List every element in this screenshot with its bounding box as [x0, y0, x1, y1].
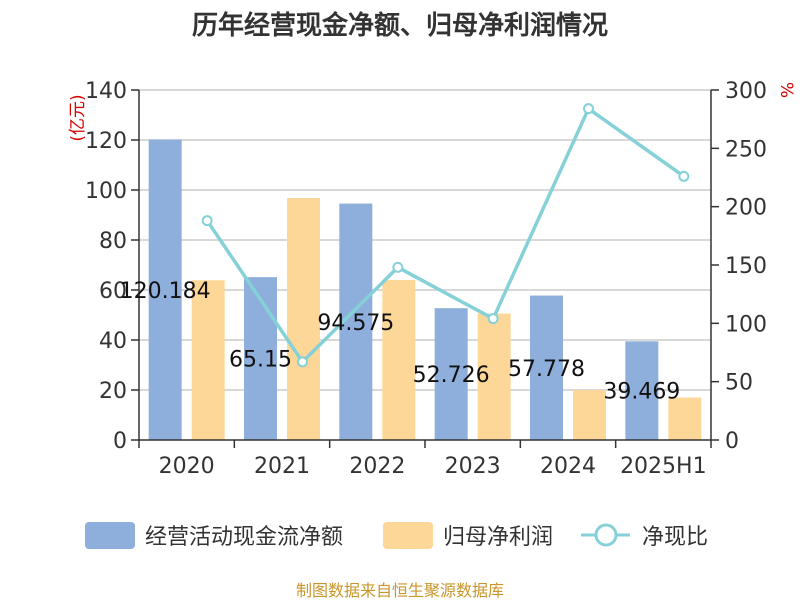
- ratio-point: [487, 313, 499, 325]
- right-tick-label: 200: [725, 196, 767, 221]
- bar-net-profit: [287, 198, 320, 440]
- legend-swatch-net-profit: [383, 522, 433, 549]
- x-tick-label: 2025H1: [620, 454, 707, 479]
- bar-cashflow: [434, 308, 468, 440]
- bar-cashflow: [148, 139, 182, 441]
- legend-swatch-cashflow: [85, 522, 135, 549]
- bars: [148, 139, 702, 441]
- gridlines: [139, 89, 711, 391]
- ratio-point: [583, 103, 594, 115]
- left-axis-unit: (亿元): [68, 94, 88, 141]
- bar-net-profit: [477, 313, 511, 440]
- bar-cashflow: [625, 341, 659, 440]
- x-tick-label: 2021: [254, 454, 310, 479]
- bar-net-profit: [191, 280, 225, 440]
- x-tick-label: 2022: [349, 454, 405, 479]
- bar-net-profit: [668, 397, 702, 440]
- right-tick-label: 50: [725, 371, 753, 396]
- x-tick-label: 2024: [540, 454, 596, 479]
- ratio-point: [392, 261, 404, 273]
- right-tick-label: 0: [725, 429, 739, 454]
- data-label-cashflow: 120.184: [120, 279, 211, 304]
- bar-net-profit: [573, 390, 606, 440]
- x-tick-label: 2023: [445, 454, 501, 479]
- legend-marker-ratio: [594, 523, 618, 547]
- left-tick-label: 60: [99, 279, 127, 304]
- x-tick-label: 2020: [159, 454, 215, 479]
- chart-title: 历年经营现金净额、归母净利润情况: [192, 10, 608, 41]
- source-note: 制图数据来自恒生聚源数据库: [296, 581, 504, 600]
- data-label-cashflow: 52.726: [413, 363, 490, 388]
- ratio-line-path: [205, 106, 685, 365]
- right-tick-label: 150: [725, 254, 767, 279]
- data-label-cashflow: 94.575: [317, 311, 394, 336]
- bar-cashflow: [530, 295, 563, 440]
- legend-label-ratio: 净现比: [642, 525, 708, 550]
- left-tick-label: 140: [85, 79, 127, 104]
- legend: 经营活动现金流净额 归母净利润 净现比: [85, 522, 708, 550]
- legend-label-net-profit: 归母净利润: [443, 525, 553, 550]
- left-tick-label: 100: [85, 179, 127, 204]
- left-tick-label: 0: [113, 429, 127, 454]
- data-label-cashflow: 65.15: [229, 348, 292, 373]
- left-tick-label: 120: [85, 129, 127, 154]
- right-tick-label: 250: [725, 137, 767, 162]
- left-tick-label: 20: [99, 379, 127, 404]
- right-axis-unit: %: [776, 82, 796, 98]
- data-labels: 120.184 65.15 94.575 52.726 57.778 39.469: [120, 279, 681, 405]
- left-tick-label: 40: [99, 329, 127, 354]
- legend-label-cashflow: 经营活动现金流净额: [145, 525, 343, 550]
- axes: 0 20 40 60 80 100 120 140 0 50 100 150 200 250 300 2020…: [85, 79, 767, 479]
- bar-cashflow: [244, 277, 277, 440]
- ratio-point: [678, 170, 690, 182]
- ratio-line: [201, 103, 690, 368]
- data-label-cashflow: 57.778: [508, 357, 585, 382]
- bar-net-profit: [382, 280, 416, 440]
- right-tick-label: 300: [725, 79, 767, 104]
- right-tick-label: 100: [725, 312, 767, 337]
- left-tick-label: 80: [99, 229, 127, 254]
- ratio-point: [297, 356, 308, 368]
- ratio-point: [201, 215, 213, 227]
- data-label-cashflow: 39.469: [603, 380, 680, 405]
